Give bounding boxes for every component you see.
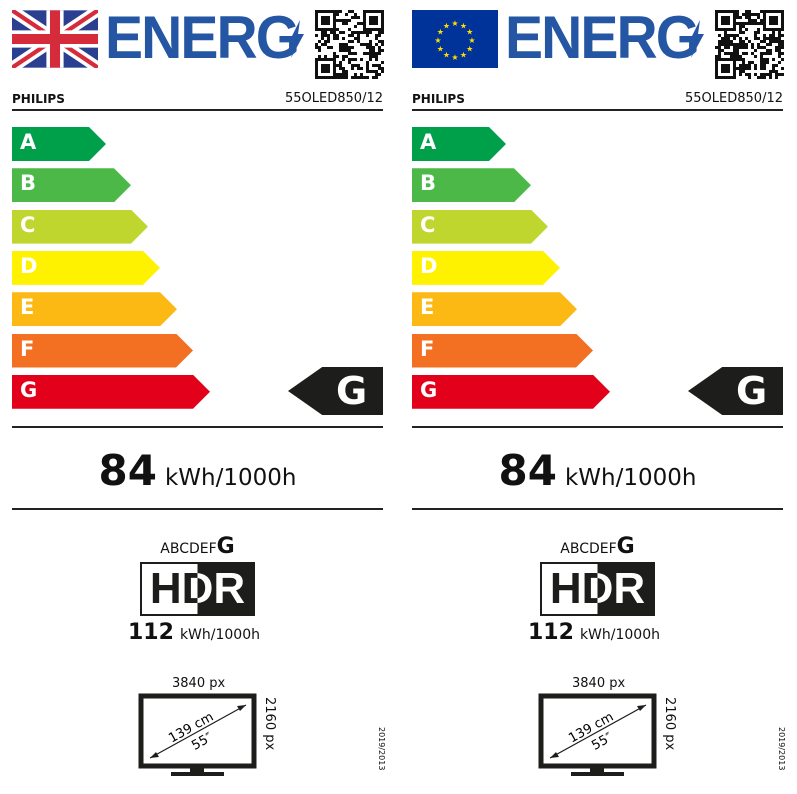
energy-class-b: B — [412, 168, 531, 202]
energy-class-e: E — [412, 292, 577, 326]
energy-class-f: F — [12, 334, 193, 368]
svg-text:★: ★ — [437, 45, 444, 54]
energy-class-c: C — [412, 210, 548, 244]
hdr-logo: HDR — [540, 562, 655, 616]
svg-text:★: ★ — [460, 21, 467, 30]
svg-text:★: ★ — [466, 45, 473, 54]
class-letter: C — [20, 212, 36, 237]
class-letter: E — [420, 295, 435, 320]
eu-energy-label: ★ ★ ★ ★ ★ ★ ★ ★ ★ ★ ★ ★ ENERG PHILIPS 55OLED850/12 … — [400, 0, 797, 794]
energy-class-b: B — [12, 168, 131, 202]
sdr-value: 84 — [98, 446, 157, 495]
vertical-resolution: 2160 px — [262, 697, 277, 751]
model-identifier: 55OLED850/12 — [685, 91, 783, 106]
model-identifier: 55OLED850/12 — [285, 91, 383, 106]
energy-class-g: G — [12, 375, 210, 409]
supplier-name: PHILIPS — [412, 92, 465, 106]
class-letter: G — [20, 377, 38, 402]
regulation-number: 2019/2013 — [377, 727, 386, 771]
unit: kWh/1000h — [564, 465, 697, 491]
sdr-consumption: 84 kWh/1000h — [412, 446, 783, 495]
regulation-number: 2019/2013 — [777, 727, 786, 771]
qr-code[interactable] — [315, 10, 384, 83]
rating-letter: G — [336, 369, 368, 413]
class-letter: A — [420, 130, 437, 154]
svg-text:★: ★ — [468, 36, 475, 45]
svg-text:★: ★ — [466, 28, 473, 37]
svg-text:★: ★ — [451, 53, 458, 62]
energy-title: ENERG — [505, 4, 700, 71]
hdr-value: 112 — [128, 620, 174, 645]
divider — [12, 508, 383, 510]
energy-class-d: D — [412, 251, 560, 285]
eu-flag: ★ ★ ★ ★ ★ ★ ★ ★ ★ ★ ★ ★ — [412, 10, 498, 72]
unit: kWh/1000h — [579, 627, 660, 643]
svg-text:★: ★ — [443, 21, 450, 30]
unit: kWh/1000h — [164, 465, 297, 491]
energy-class-d: D — [12, 251, 160, 285]
hdr-value: 112 — [528, 620, 574, 645]
horizontal-resolution: 3840 px — [172, 676, 226, 691]
svg-text:★: ★ — [434, 36, 441, 45]
class-letter: A — [20, 130, 37, 154]
uk-flag — [8, 5, 102, 73]
hdr-text: HDR — [142, 564, 253, 614]
sdr-consumption: 84 kWh/1000h — [12, 446, 383, 495]
divider — [412, 109, 783, 111]
class-letter: B — [20, 171, 37, 196]
rating-letter: G — [736, 369, 768, 413]
divider — [412, 426, 783, 428]
hdr-scale: ABCDEFG — [540, 534, 655, 559]
supplier-name: PHILIPS — [12, 92, 65, 106]
class-letter: B — [420, 171, 437, 196]
lightning-icon — [290, 20, 304, 58]
class-letter: D — [420, 253, 438, 278]
divider — [412, 508, 783, 510]
energy-class-a: A — [412, 127, 506, 161]
horizontal-resolution: 3840 px — [572, 676, 626, 691]
energy-title: ENERG — [105, 4, 300, 71]
hdr-scale: ABCDEFG — [140, 534, 255, 559]
class-letter: G — [420, 377, 438, 402]
hdr-text: HDR — [542, 564, 653, 614]
hdr-rating: G — [216, 534, 235, 559]
sdr-value: 84 — [498, 446, 557, 495]
rating-arrow: G — [688, 367, 783, 415]
unit: kWh/1000h — [179, 627, 260, 643]
divider — [12, 426, 383, 428]
vertical-resolution: 2160 px — [662, 697, 677, 751]
lightning-icon — [690, 20, 704, 58]
svg-text:★: ★ — [451, 19, 458, 28]
energy-class-a: A — [12, 127, 106, 161]
energy-class-f: F — [412, 334, 593, 368]
hdr-logo: HDR — [140, 562, 255, 616]
energy-class-c: C — [12, 210, 148, 244]
hdr-scale-letters: ABCDEF — [560, 541, 617, 557]
energy-class-e: E — [12, 292, 177, 326]
hdr-rating: G — [616, 534, 635, 559]
class-letter: D — [20, 253, 38, 278]
class-letter: C — [420, 212, 436, 237]
class-letter: F — [20, 336, 35, 361]
rating-arrow: G — [288, 367, 383, 415]
svg-text:★: ★ — [437, 28, 444, 37]
class-letter: F — [420, 336, 435, 361]
svg-text:★: ★ — [460, 51, 467, 60]
class-letter: E — [20, 295, 35, 320]
hdr-consumption: 112 kWh/1000h — [528, 620, 660, 645]
hdr-scale-letters: ABCDEF — [160, 541, 217, 557]
divider — [12, 109, 383, 111]
qr-code[interactable] — [715, 10, 784, 83]
energy-class-g: G — [412, 375, 610, 409]
svg-text:★: ★ — [443, 51, 450, 60]
hdr-consumption: 112 kWh/1000h — [128, 620, 260, 645]
